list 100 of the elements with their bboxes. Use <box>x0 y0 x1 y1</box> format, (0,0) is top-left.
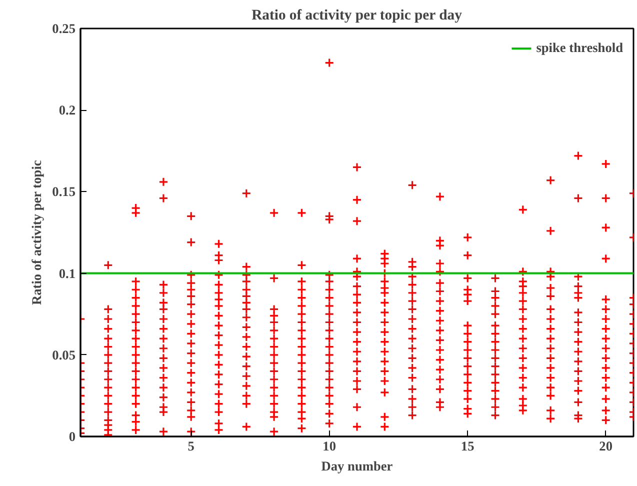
x-axis-title: Day number <box>321 458 393 474</box>
point <box>518 296 528 306</box>
point <box>352 384 362 394</box>
point <box>242 322 252 332</box>
point <box>352 327 362 337</box>
point <box>408 344 418 354</box>
point <box>158 382 168 392</box>
point <box>186 328 196 338</box>
point <box>546 382 556 392</box>
point <box>242 312 252 322</box>
point <box>601 222 611 232</box>
point <box>186 338 196 348</box>
point <box>490 362 500 372</box>
point <box>573 282 583 292</box>
point <box>601 324 611 334</box>
point <box>131 366 141 376</box>
point <box>324 358 334 368</box>
point <box>380 376 390 386</box>
point <box>352 290 362 300</box>
point <box>186 348 196 358</box>
point <box>324 374 334 384</box>
point <box>546 390 556 400</box>
point <box>518 266 528 276</box>
point <box>408 394 418 404</box>
point <box>408 402 418 412</box>
point <box>490 402 500 412</box>
point <box>131 301 141 311</box>
point <box>462 273 472 283</box>
point <box>408 372 418 383</box>
point <box>103 390 113 400</box>
point <box>324 270 334 280</box>
point <box>352 308 362 318</box>
point <box>296 366 306 376</box>
point <box>518 334 528 344</box>
point <box>546 324 556 334</box>
point <box>490 286 500 296</box>
point <box>601 406 611 416</box>
point <box>103 358 113 368</box>
point <box>158 334 168 344</box>
point <box>601 372 611 383</box>
point <box>296 414 306 424</box>
point <box>352 254 362 264</box>
point <box>214 425 224 435</box>
point <box>408 296 418 306</box>
point <box>158 353 168 363</box>
point <box>269 208 279 218</box>
point <box>518 288 528 298</box>
point <box>435 374 445 384</box>
point <box>131 276 141 286</box>
point <box>462 353 472 363</box>
point <box>490 345 500 355</box>
point <box>352 346 362 356</box>
point <box>324 350 334 360</box>
point <box>324 399 334 409</box>
point <box>186 237 196 248</box>
point <box>296 390 306 400</box>
point <box>352 162 362 172</box>
point <box>242 298 252 308</box>
point <box>380 337 390 347</box>
point <box>352 216 362 226</box>
point <box>601 159 611 169</box>
point <box>573 193 583 204</box>
point <box>546 175 556 186</box>
y-tick-label: 0.05 <box>52 347 76 362</box>
point <box>131 334 141 344</box>
point <box>435 316 445 326</box>
point <box>242 352 252 362</box>
point <box>352 402 362 412</box>
point <box>158 392 168 402</box>
point <box>242 262 252 272</box>
point <box>242 399 252 409</box>
point <box>490 410 500 420</box>
point <box>269 358 279 368</box>
point <box>296 309 306 319</box>
point <box>131 326 141 336</box>
point <box>296 374 306 384</box>
point <box>546 372 556 383</box>
point <box>269 399 279 409</box>
point <box>186 412 196 422</box>
point <box>490 370 500 380</box>
point <box>214 389 224 399</box>
point <box>380 308 390 318</box>
point <box>214 340 224 350</box>
point <box>324 390 334 400</box>
point <box>380 327 390 337</box>
point <box>573 366 583 376</box>
point <box>214 301 224 311</box>
point <box>573 327 583 337</box>
point <box>214 330 224 340</box>
point <box>242 422 252 432</box>
point <box>186 284 196 294</box>
point <box>324 408 334 418</box>
point <box>131 374 141 384</box>
point <box>296 334 306 344</box>
point <box>296 326 306 336</box>
point <box>601 363 611 373</box>
point <box>380 346 390 356</box>
point <box>214 239 224 249</box>
point <box>296 382 306 392</box>
point <box>131 342 141 352</box>
